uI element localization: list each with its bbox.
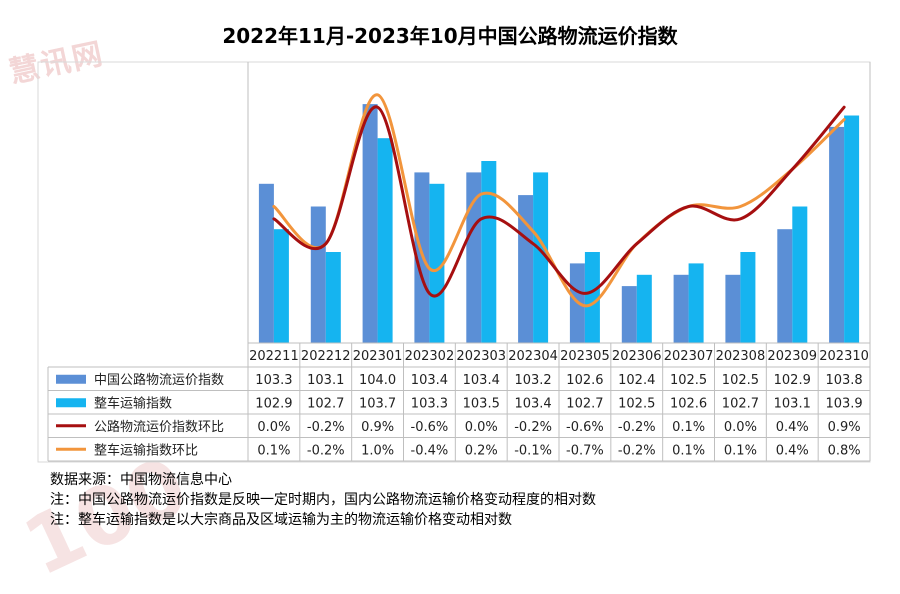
data-label-0-202306: 102.4 bbox=[618, 373, 655, 388]
bar-truckload-index-202305 bbox=[584, 252, 600, 343]
data-label-2-202304: -0.2% bbox=[514, 420, 552, 435]
data-label-0-202301: 104.0 bbox=[359, 373, 396, 388]
data-label-2-202301: 0.9% bbox=[361, 420, 394, 435]
tick-label-202307: 202307 bbox=[664, 349, 714, 364]
legend-label-1: 整车运输指数 bbox=[94, 395, 172, 411]
data-label-3-202302: -0.4% bbox=[411, 443, 449, 458]
line-truckload-index-mom bbox=[272, 93, 846, 308]
data-label-0-202308: 102.5 bbox=[722, 373, 759, 388]
data-label-2-202211: 0.0% bbox=[257, 420, 290, 435]
data-label-3-202304: -0.1% bbox=[514, 443, 552, 458]
tick-label-202304: 202304 bbox=[508, 349, 558, 364]
bar-freight-index-202303 bbox=[466, 172, 482, 343]
data-label-0-202211: 103.3 bbox=[255, 373, 292, 388]
data-label-1-202308: 102.7 bbox=[722, 396, 759, 411]
data-label-3-202307: 0.1% bbox=[672, 443, 705, 458]
tick-label-202310: 202310 bbox=[819, 349, 869, 364]
tick-label-202306: 202306 bbox=[612, 349, 662, 364]
bar-truckload-index-202304 bbox=[533, 172, 549, 343]
data-label-0-202303: 103.4 bbox=[463, 373, 500, 388]
legend-swatch-0 bbox=[56, 374, 86, 384]
data-label-3-202309: 0.4% bbox=[776, 443, 809, 458]
legend-label-0: 中国公路物流运价指数 bbox=[94, 372, 224, 388]
legend-swatch-1 bbox=[56, 398, 86, 408]
data-label-1-202310: 103.9 bbox=[825, 396, 862, 411]
data-label-1-202211: 102.9 bbox=[255, 396, 292, 411]
bar-truckload-index-202309 bbox=[792, 206, 808, 343]
bar-truckload-index-202303 bbox=[481, 161, 497, 343]
line-freight-index-mom bbox=[272, 105, 846, 298]
bar-freight-index-202212 bbox=[310, 206, 326, 343]
data-label-2-202307: 0.1% bbox=[672, 420, 705, 435]
data-label-3-202308: 0.1% bbox=[724, 443, 757, 458]
data-label-2-202303: 0.0% bbox=[465, 420, 498, 435]
data-label-2-202212: -0.2% bbox=[307, 420, 345, 435]
note-1: 注：中国公路物流运价指数是反映一定时期内，国内公路物流运输价格变动程度的相对数 bbox=[50, 492, 596, 508]
bar-freight-index-202211 bbox=[258, 183, 274, 343]
bar-freight-index-202309 bbox=[777, 229, 793, 343]
chart-area: 202211 202212 202301 202302 202303 202304 2023… bbox=[37, 61, 871, 463]
data-label-2-202306: -0.2% bbox=[618, 420, 656, 435]
data-label-3-202301: 1.0% bbox=[361, 443, 394, 458]
bar-freight-index-202308 bbox=[725, 274, 741, 343]
tick-label-202211: 202211 bbox=[249, 349, 299, 364]
data-label-3-202310: 0.8% bbox=[828, 443, 861, 458]
data-label-2-202309: 0.4% bbox=[776, 420, 809, 435]
data-label-3-202306: -0.2% bbox=[618, 443, 656, 458]
data-label-3-202211: 0.1% bbox=[257, 443, 290, 458]
legend-label-3: 整车运输指数环比 bbox=[94, 442, 198, 458]
tick-label-202309: 202309 bbox=[767, 349, 817, 364]
data-label-1-202306: 102.5 bbox=[618, 396, 655, 411]
data-label-2-202305: -0.6% bbox=[566, 420, 604, 435]
bar-freight-index-202304 bbox=[518, 195, 534, 343]
data-label-2-202308: 0.0% bbox=[724, 420, 757, 435]
note-2: 注：整车运输指数是以大宗商品及区域运输为主的物流运输价格变动相对数 bbox=[50, 512, 512, 528]
data-label-1-202302: 103.3 bbox=[411, 396, 448, 411]
tick-label-202212: 202212 bbox=[301, 349, 351, 364]
data-label-1-202212: 102.7 bbox=[307, 396, 344, 411]
data-label-3-202305: -0.7% bbox=[566, 443, 604, 458]
data-label-3-202303: 0.2% bbox=[465, 443, 498, 458]
note-source: 数据来源：中国物流信息中心 bbox=[50, 472, 232, 488]
bar-freight-index-202306 bbox=[621, 286, 637, 343]
bar-truckload-index-202212 bbox=[325, 252, 341, 343]
bar-truckload-index-202310 bbox=[844, 115, 860, 343]
tick-label-202302: 202302 bbox=[405, 349, 455, 364]
notes: 数据来源：中国物流信息中心 注：中国公路物流运价指数是反映一定时期内，国内公路物… bbox=[50, 470, 596, 530]
bar-truckload-index-202308 bbox=[740, 252, 756, 343]
chart-title: 2022年11月-2023年10月中国公路物流运价指数 bbox=[222, 24, 678, 48]
legend-label-2: 公路物流运价指数环比 bbox=[94, 419, 224, 435]
data-label-1-202301: 103.7 bbox=[359, 396, 396, 411]
bar-freight-index-202301 bbox=[362, 104, 378, 343]
data-label-0-202309: 102.9 bbox=[774, 373, 811, 388]
data-label-2-202310: 0.9% bbox=[828, 420, 861, 435]
bar-truckload-index-202302 bbox=[429, 183, 445, 343]
data-label-0-202310: 103.8 bbox=[825, 373, 862, 388]
data-label-0-202305: 102.6 bbox=[566, 373, 603, 388]
tick-label-202301: 202301 bbox=[353, 349, 403, 364]
data-label-1-202307: 102.6 bbox=[670, 396, 707, 411]
bar-truckload-index-202301 bbox=[377, 138, 393, 343]
bar-freight-index-202307 bbox=[673, 274, 689, 343]
data-label-0-202212: 103.1 bbox=[307, 373, 344, 388]
bar-freight-index-202310 bbox=[829, 126, 845, 344]
data-label-0-202304: 103.2 bbox=[514, 373, 551, 388]
data-label-1-202304: 103.4 bbox=[514, 396, 551, 411]
tick-label-202303: 202303 bbox=[456, 349, 506, 364]
data-label-0-202302: 103.4 bbox=[411, 373, 448, 388]
bar-truckload-index-202306 bbox=[636, 274, 652, 343]
tick-label-202305: 202305 bbox=[560, 349, 610, 364]
tick-label-202308: 202308 bbox=[716, 349, 766, 364]
bar-truckload-index-202307 bbox=[688, 263, 704, 343]
data-label-3-202212: -0.2% bbox=[307, 443, 345, 458]
data-label-1-202303: 103.5 bbox=[463, 396, 500, 411]
data-label-0-202307: 102.5 bbox=[670, 373, 707, 388]
data-label-1-202305: 102.7 bbox=[566, 396, 603, 411]
data-label-2-202302: -0.6% bbox=[411, 420, 449, 435]
data-label-1-202309: 103.1 bbox=[774, 396, 811, 411]
bar-truckload-index-202211 bbox=[273, 229, 289, 343]
